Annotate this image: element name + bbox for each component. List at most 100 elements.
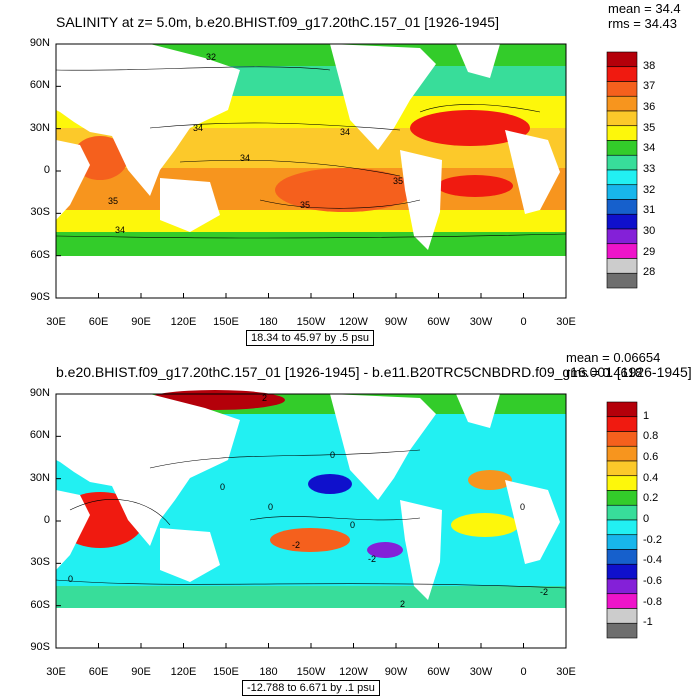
- latitude-tick-label: 30N: [29, 471, 50, 484]
- south-pacific-max: [275, 168, 415, 212]
- south-atlantic-max: [437, 175, 513, 197]
- colorbar-label: 28: [643, 266, 656, 279]
- colorbar-swatch: [606, 243, 638, 259]
- longitude-tick-label: 30E: [556, 666, 576, 678]
- contour-label: 0: [268, 502, 273, 512]
- colorbar-swatch: [606, 95, 638, 112]
- contour-label: 2: [262, 393, 267, 403]
- colorbar-swatch: [606, 563, 638, 580]
- colorbar-swatch: [606, 272, 638, 289]
- colorbar-swatch: [606, 416, 638, 432]
- contour-label: -2: [540, 587, 548, 597]
- north-america-land: [330, 394, 436, 500]
- colorbar-swatch: [606, 445, 638, 462]
- colorbar-label: 32: [643, 183, 656, 196]
- contour-label: 0: [68, 574, 73, 584]
- map-title: SALINITY at z= 5.0m, b.e20.BHIST.f09_g17…: [56, 14, 499, 30]
- australia-land: [160, 178, 220, 232]
- colorbar-label: 36: [643, 101, 656, 114]
- latitude-tick-label: 60S: [30, 248, 50, 261]
- contour-label: 35: [108, 196, 118, 206]
- contour-line: [249, 516, 421, 521]
- longitude-tick-label: 150W: [296, 666, 326, 678]
- colorbar-swatch: [606, 125, 638, 141]
- colorbar-label: -0.6: [643, 574, 662, 587]
- southern-ocean-band: [56, 586, 566, 608]
- contour-label: 34: [340, 127, 350, 137]
- contour-label: 32: [206, 52, 216, 62]
- longitude-tick-label: 150E: [213, 316, 239, 328]
- longitude-tick-label: 180: [259, 316, 278, 328]
- antarctica-region: [56, 608, 566, 648]
- contour-label: 0: [220, 482, 225, 492]
- map-title: b.e20.BHIST.f09_g17.20thC.157_01 [1926-1…: [56, 364, 692, 380]
- longitude-tick-label: 0: [520, 666, 527, 678]
- mean-stat: mean = 0.06654: [566, 350, 661, 365]
- colorbar-swatch: [606, 504, 638, 521]
- eurasia-land: [56, 394, 240, 546]
- colorbar-label: 0.8: [643, 430, 659, 443]
- contour-label: 34: [115, 225, 125, 235]
- colorbar-swatch: [606, 154, 638, 171]
- colorbar-label: 1: [643, 409, 650, 422]
- colorbar-label: 0.4: [643, 471, 659, 484]
- latitude-tick-label: 30S: [30, 206, 50, 219]
- contour-line: [179, 159, 401, 177]
- colorbar: [606, 51, 638, 289]
- eurasia-land: [56, 44, 240, 196]
- colorbar-swatch: [606, 81, 638, 97]
- south-band: [56, 210, 566, 232]
- longitude-tick-label: 30E: [556, 316, 576, 328]
- longitude-tick-label: 180: [259, 666, 278, 678]
- longitude-tick-label: 60E: [88, 666, 109, 678]
- longitude-tick-label: 120W: [339, 316, 368, 328]
- south-pacific-min: [367, 542, 403, 558]
- colorbar-swatch: [606, 140, 638, 156]
- north-america-land: [330, 44, 436, 150]
- longitude-tick-label: 90E: [131, 666, 151, 678]
- longitude-tick-label: 30E: [46, 666, 66, 678]
- colorbar-swatch: [606, 213, 638, 230]
- difference-map-panel: mean = 0.06654 rms = 0.4618 b.e20.BHIST.…: [0, 350, 700, 700]
- colorbar-swatch: [606, 460, 638, 477]
- latitude-tick-label: 90S: [30, 641, 50, 653]
- range-note: 18.34 to 45.97 by .5 psu: [246, 330, 375, 346]
- south-america-land: [400, 500, 442, 600]
- longitude-tick-label: 60W: [427, 666, 450, 678]
- africa-east-land: [56, 490, 90, 570]
- latitude-tick-label: 60S: [30, 598, 50, 611]
- colorbar-label: -0.8: [643, 595, 662, 608]
- antarctica-region: [56, 256, 566, 298]
- contour-label: 35: [300, 200, 310, 210]
- longitude-tick-label: 120E: [170, 666, 197, 678]
- colorbar-swatch: [606, 258, 638, 274]
- longitude-tick-label: 90W: [384, 666, 408, 678]
- north-pacific-min: [308, 474, 352, 494]
- greenland-land: [456, 44, 500, 78]
- atlantic-max: [468, 470, 512, 490]
- colorbar-swatch: [606, 51, 638, 68]
- colorbar-label: 0: [643, 513, 650, 525]
- contour-label: 34: [240, 153, 250, 163]
- contour-line: [55, 233, 567, 239]
- latitude-tick-label: 0: [43, 514, 50, 526]
- colorbar-label: 31: [643, 204, 656, 217]
- longitude-tick-label: 30W: [469, 316, 493, 328]
- africa-west-land: [505, 480, 560, 564]
- colorbar-label: 30: [643, 224, 656, 237]
- colorbar-swatch: [606, 490, 638, 506]
- colorbar-swatch: [606, 431, 638, 447]
- range-note: -12.788 to 6.671 by .1 psu: [242, 680, 380, 696]
- contour-line: [55, 579, 567, 589]
- colorbar-swatch: [606, 519, 638, 536]
- salinity-map-panel: SALINITY at z= 5.0m, b.e20.BHIST.f09_g17…: [30, 1, 681, 346]
- rms-stat: rms = 34.43: [608, 16, 678, 31]
- contour-line: [69, 499, 171, 526]
- rms-stat: rms = 0.4618: [566, 365, 643, 380]
- salinity-map-figure: 32 34 34 34 35 35 35 34: [55, 43, 638, 299]
- colorbar-swatch: [606, 184, 638, 200]
- longitude-tick-label: 30E: [46, 316, 66, 328]
- latitude-tick-label: 60N: [29, 429, 50, 442]
- colorbar-swatch: [606, 534, 638, 550]
- contour-label: 0: [330, 450, 335, 460]
